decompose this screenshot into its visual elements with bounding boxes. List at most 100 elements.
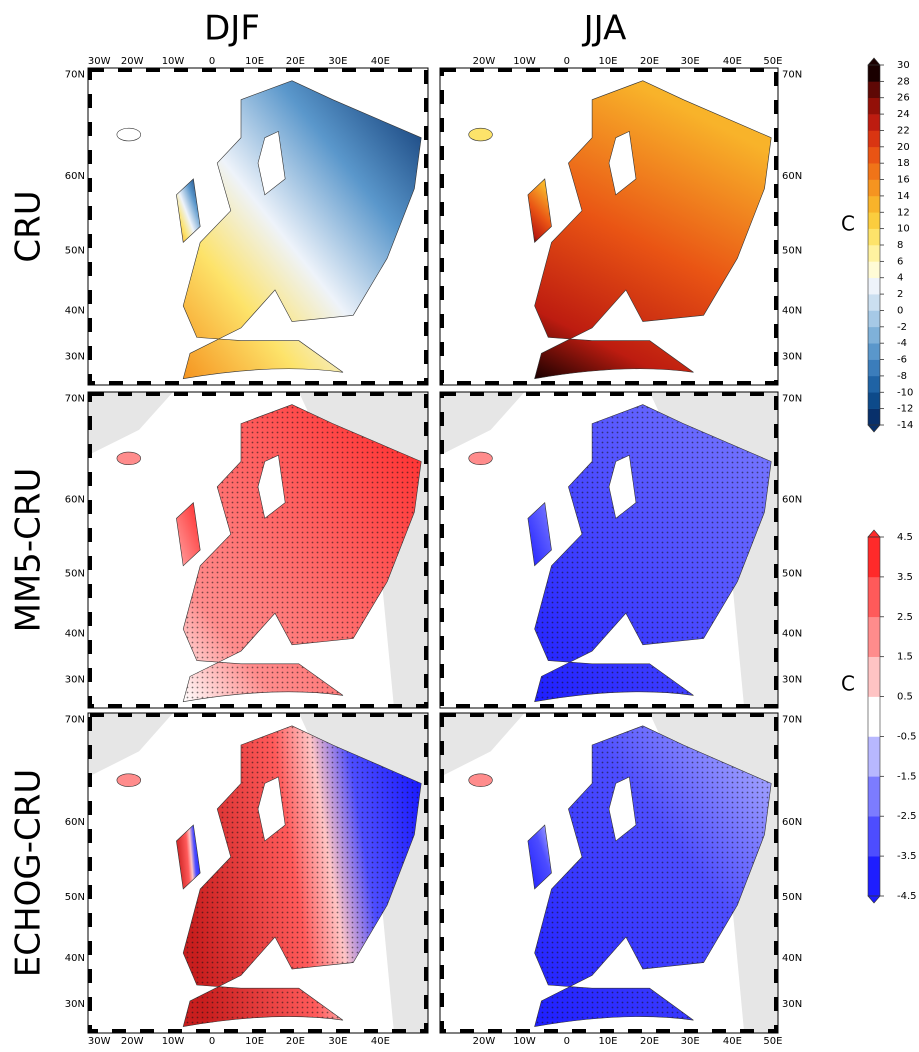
- lat-label: 70N: [782, 393, 802, 404]
- lat-label: 60N: [65, 171, 85, 182]
- lon-label: 40E: [723, 56, 742, 67]
- island: [116, 773, 142, 787]
- colorbar-segment: [868, 114, 880, 131]
- island: [527, 501, 552, 567]
- column-title: DJF: [204, 9, 260, 49]
- lat-label: 60N: [782, 817, 802, 828]
- map-background: [440, 713, 525, 777]
- colorbar-tick-label: 10: [897, 224, 910, 235]
- colorbar-segment: [868, 816, 880, 857]
- colorbar-segment: [868, 776, 880, 817]
- lon-label: 30W: [88, 56, 111, 67]
- colorbar-tick-label: -12: [897, 404, 913, 415]
- island: [176, 824, 201, 890]
- lon-label: 10W: [513, 1036, 536, 1047]
- island: [468, 773, 493, 787]
- sea: [257, 454, 286, 519]
- lon-label: 10W: [513, 56, 536, 67]
- colorbar-tick-label: 24: [897, 109, 910, 120]
- colorbar-segment: [868, 856, 880, 897]
- colorbar-segment: [868, 736, 880, 777]
- island: [176, 501, 201, 567]
- colorbar-segment: [868, 81, 880, 99]
- colorbar-segment: [868, 179, 880, 197]
- lat-label: 70N: [782, 69, 802, 80]
- sea: [608, 130, 637, 196]
- lat-label: 50N: [782, 569, 802, 580]
- colorbar-segment: [868, 359, 880, 377]
- colorbar-segment: [868, 408, 880, 426]
- lat-label: 50N: [65, 245, 85, 256]
- island: [527, 824, 552, 890]
- lat-label: 70N: [65, 393, 85, 404]
- lon-label: 20E: [640, 1036, 659, 1047]
- lon-label: 20W: [473, 56, 496, 67]
- lat-label: 30N: [65, 675, 85, 686]
- lon-label: 20W: [121, 56, 144, 67]
- lon-label: 30E: [328, 1036, 347, 1047]
- lat-label: 70N: [65, 714, 85, 725]
- colorbar-segment: [868, 392, 880, 409]
- colorbar-tick-label: 2.5: [897, 612, 913, 623]
- map-field: [534, 80, 772, 380]
- lon-label: 0: [209, 56, 215, 67]
- island: [468, 451, 493, 465]
- lat-label: 30N: [65, 351, 85, 362]
- lat-label: 40N: [65, 629, 85, 640]
- colorbar-tick-label: 0: [897, 305, 903, 316]
- lon-label: 10E: [598, 56, 617, 67]
- colorbar-segment: [868, 195, 880, 213]
- lon-label: 30E: [681, 56, 700, 67]
- lon-label: 40E: [723, 1036, 742, 1047]
- frame-checker: [440, 68, 778, 385]
- colorbar-tick-label: -10: [897, 387, 913, 398]
- lat-label: 40N: [65, 306, 85, 317]
- colorbar-segment: [868, 375, 880, 393]
- frame-checker: [440, 713, 778, 1033]
- colorbar-segment: [868, 537, 880, 578]
- lon-label: 30E: [681, 1036, 700, 1047]
- lon-label: 30W: [88, 1036, 111, 1047]
- colorbar-segment: [868, 97, 880, 115]
- colorbar-tick-label: 30: [897, 60, 910, 71]
- lat-label: 30N: [782, 675, 802, 686]
- colorbar-segment: [868, 294, 880, 311]
- colorbar-segment: [868, 616, 880, 657]
- colorbar-tick-label: 8: [897, 240, 903, 251]
- sea: [608, 454, 637, 519]
- colorbar-end: [867, 895, 881, 904]
- frame-checker: [440, 392, 778, 708]
- colorbar-segment: [868, 277, 880, 295]
- lat-label: 40N: [782, 629, 802, 640]
- colorbar-tick-label: -4.5: [897, 891, 917, 902]
- lon-label: 10E: [245, 1036, 264, 1047]
- colorbar-tick-label: 12: [897, 207, 910, 218]
- colorbar-segment: [868, 65, 880, 82]
- colorbar-segment: [868, 261, 880, 279]
- lat-label: 40N: [782, 306, 802, 317]
- stippling: [183, 725, 422, 1027]
- lat-label: 50N: [782, 892, 802, 903]
- colorbar-tick-label: 0.5: [897, 692, 913, 703]
- colorbar-segment: [868, 146, 880, 164]
- lat-label: 60N: [65, 817, 85, 828]
- lon-label: 40E: [371, 56, 390, 67]
- stippling: [534, 725, 772, 1027]
- frame-checker: [88, 713, 428, 1033]
- lon-label: 0: [209, 1036, 215, 1047]
- stippling: [534, 404, 772, 702]
- colorbar-tick-label: -3.5: [897, 851, 917, 862]
- colorbar-unit: C: [841, 672, 855, 696]
- colorbar-segment: [868, 576, 880, 618]
- island: [527, 178, 552, 244]
- lat-label: 60N: [65, 494, 85, 505]
- lon-label: 10W: [162, 1036, 185, 1047]
- lat-label: 70N: [65, 69, 85, 80]
- map-background: [440, 392, 525, 456]
- lat-label: 50N: [782, 245, 802, 256]
- lon-label: 0: [564, 56, 570, 67]
- colorbar-segment: [868, 212, 880, 229]
- colorbar-tick-label: 4: [897, 273, 903, 284]
- colorbar-segment: [868, 326, 880, 344]
- lat-label: 60N: [782, 171, 802, 182]
